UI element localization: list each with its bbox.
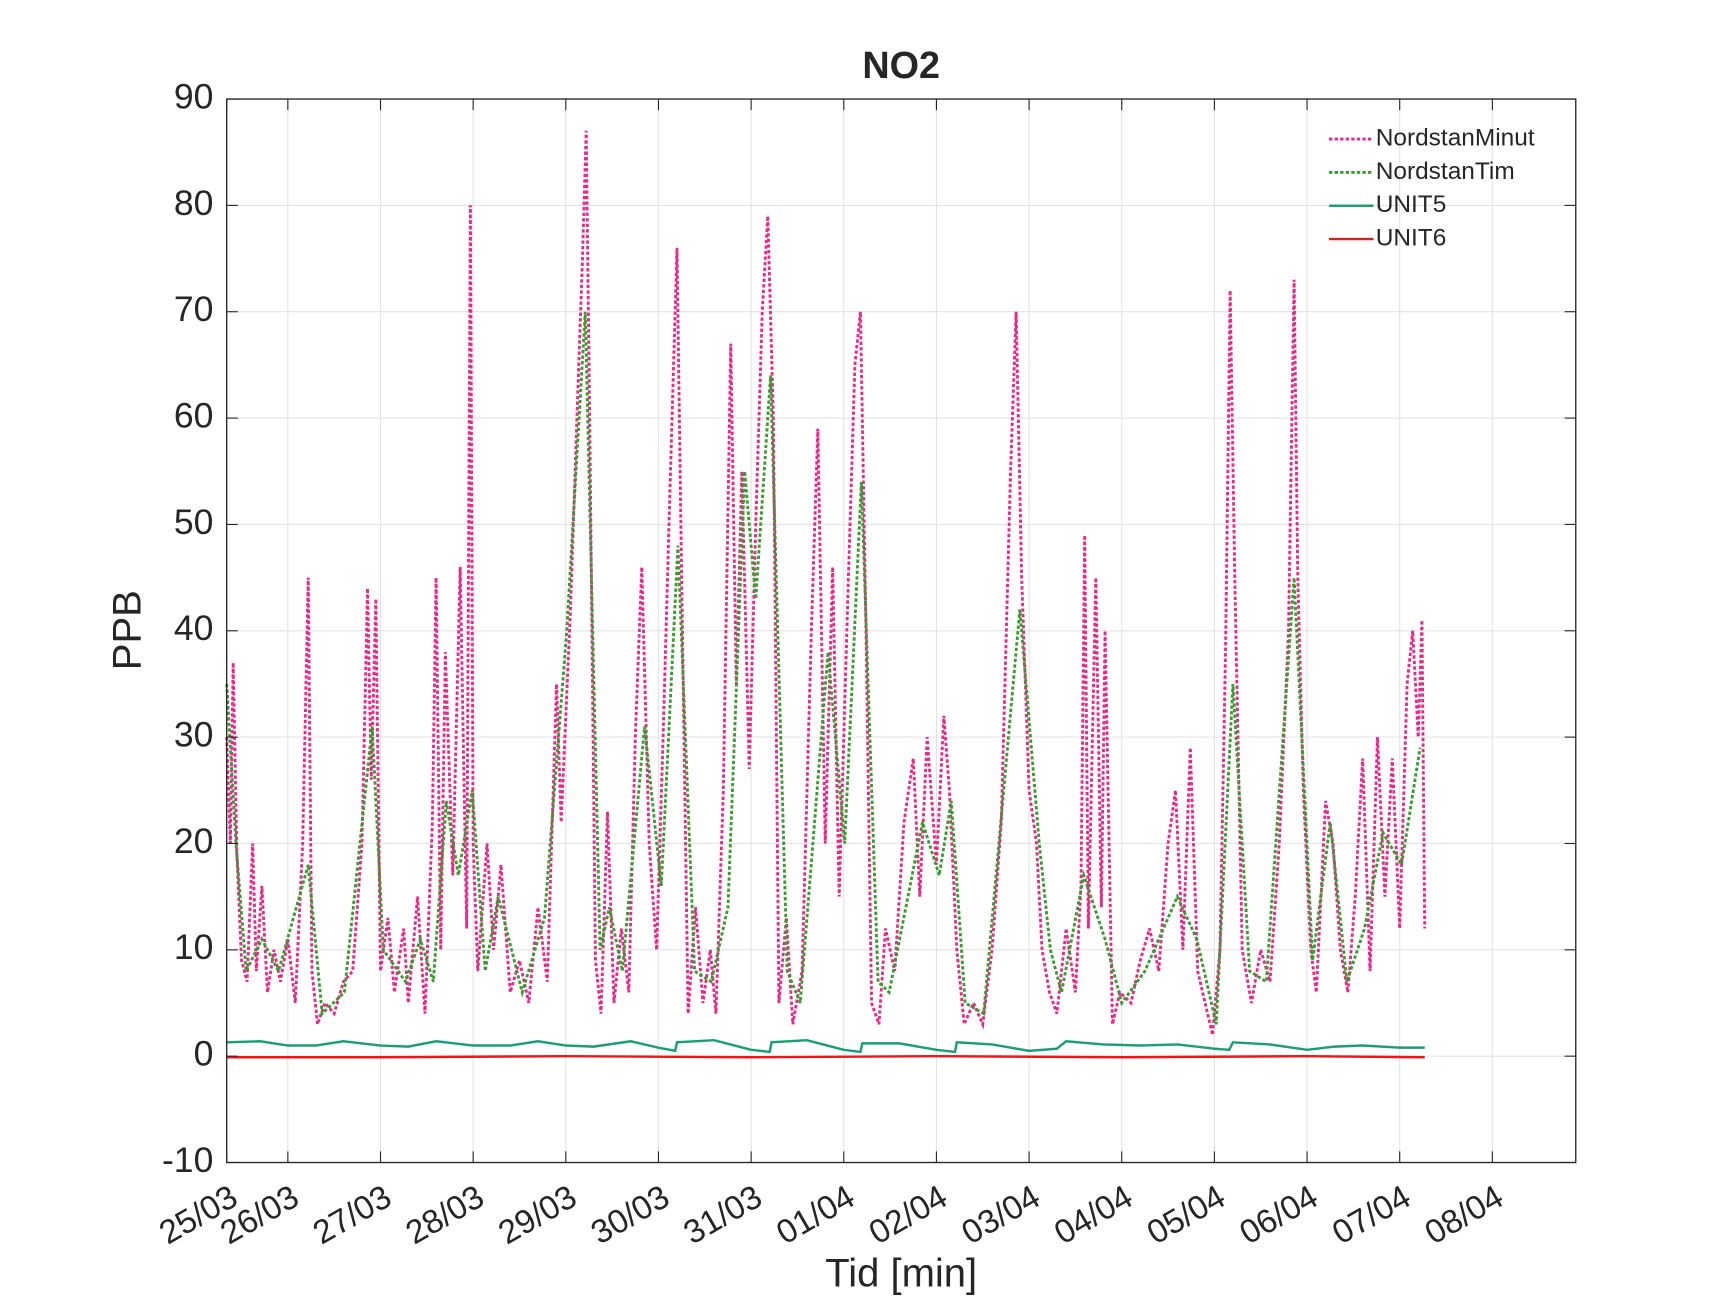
- y-tick-label: -10: [162, 1140, 213, 1180]
- x-tick-label: 28/03: [400, 1178, 491, 1252]
- y-tick-label: 90: [174, 76, 214, 116]
- lines: [225, 130, 1427, 1059]
- series-line: [226, 1054, 1425, 1059]
- legend: NordstanMinut NordstanTim UNIT5 UNIT6: [1329, 124, 1535, 252]
- x-tick-label: 31/03: [678, 1178, 769, 1252]
- x-tick-label: 29/03: [492, 1178, 583, 1252]
- series-line: [226, 1038, 1425, 1054]
- y-tick-label: 0: [194, 1034, 214, 1074]
- x-tick-label: 05/04: [1141, 1178, 1232, 1252]
- x-tick-label: 27/03: [307, 1178, 398, 1252]
- x-tick-label: 02/04: [863, 1178, 954, 1252]
- y-tick-label: 60: [174, 395, 214, 435]
- y-tick-label: 70: [174, 289, 214, 329]
- x-tick-label: 08/04: [1419, 1178, 1510, 1252]
- chart-title: NO2: [862, 45, 940, 87]
- y-axis-label: PPB: [106, 590, 150, 670]
- y-tick-label: 50: [174, 502, 214, 542]
- y-tick-label: 80: [174, 183, 214, 223]
- y-tick-label: 20: [174, 821, 214, 861]
- y-tick-label: 40: [174, 608, 214, 648]
- x-tick-label: 04/04: [1048, 1178, 1139, 1252]
- y-tick-label: 10: [174, 927, 214, 967]
- y-tick-label: 30: [174, 715, 214, 755]
- series-line: [225, 130, 1427, 1036]
- x-tick-label: 30/03: [585, 1178, 676, 1252]
- legend-label: NordstanTim: [1376, 158, 1515, 185]
- x-tick-label: 06/04: [1234, 1178, 1325, 1252]
- x-tick-label: 01/04: [770, 1178, 861, 1252]
- series-line: [225, 311, 1422, 1025]
- legend-label: UNIT5: [1376, 191, 1447, 218]
- x-tick-label: 03/04: [956, 1178, 1047, 1252]
- x-axis-label: Tid [min]: [825, 1251, 977, 1295]
- legend-label: UNIT6: [1376, 225, 1447, 252]
- legend-label: NordstanMinut: [1376, 124, 1535, 151]
- x-tick-label: 07/04: [1326, 1178, 1417, 1252]
